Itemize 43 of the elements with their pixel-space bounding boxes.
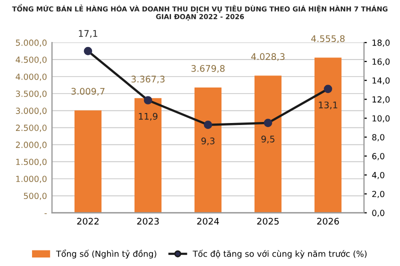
y2-tick-label: 18,0 <box>372 40 390 47</box>
y-tick-label: 5.000,0 <box>16 40 47 47</box>
legend-label: Tốc độ tăng so với cùng kỳ năm trước (%) <box>192 250 367 258</box>
x-tick-label: 2022 <box>77 218 99 225</box>
y2-tick-label: 0,0 <box>372 210 384 217</box>
data-label: 11,9 <box>138 112 158 121</box>
y-tick-label: 3.000,0 <box>16 108 47 115</box>
y2-tick-label: 2,0 <box>372 190 384 198</box>
data-label: 17,1 <box>78 30 98 38</box>
y-tick-label: 4.500,0 <box>16 56 47 64</box>
legend-label: Tổng số (Nghìn tỷ đồng) <box>56 250 156 258</box>
x-tick-label: 2023 <box>137 218 159 225</box>
y2-tick-label: 8,0 <box>372 134 384 142</box>
bar <box>134 98 162 213</box>
data-label: 3.679,8 <box>191 65 225 73</box>
y-tick-label: 1.500,0 <box>16 158 47 166</box>
data-label: 3.367,3 <box>131 76 165 84</box>
y-tick-label: 1.000,0 <box>16 176 47 183</box>
y2-tick-label: 16,0 <box>372 58 390 66</box>
y-tick-label: 2.000,0 <box>16 142 47 149</box>
y-tick-label: 4.000,0 <box>16 74 47 81</box>
data-label: 4.555,8 <box>311 35 345 43</box>
bar <box>314 58 342 213</box>
x-tick-label: 2026 <box>317 218 339 225</box>
y2-tick-label: 12,0 <box>372 96 390 104</box>
y2-tick-label: 14,0 <box>372 77 390 85</box>
y-tick-label: 3.500,0 <box>16 90 47 98</box>
data-label: 13,1 <box>318 102 338 110</box>
y-tick-label: 2.500,0 <box>16 124 47 132</box>
bar <box>254 76 282 213</box>
data-label: 9,3 <box>201 138 214 146</box>
y2-tick-label: 10,0 <box>372 115 390 122</box>
x-tick-label: 2024 <box>197 218 219 225</box>
y-tick-label: - <box>44 213 47 214</box>
data-label: 3.009,7 <box>71 88 104 96</box>
data-label: 4.028,3 <box>251 53 285 61</box>
y-tick-label: 500,0 <box>24 192 47 200</box>
x-tick-label: 2025 <box>257 218 279 225</box>
bar <box>74 110 102 213</box>
y2-tick-label: 4,0 <box>372 172 384 180</box>
y2-tick-label: 6,0 <box>372 153 384 160</box>
data-label: 9,5 <box>261 136 274 144</box>
bar <box>194 88 222 213</box>
